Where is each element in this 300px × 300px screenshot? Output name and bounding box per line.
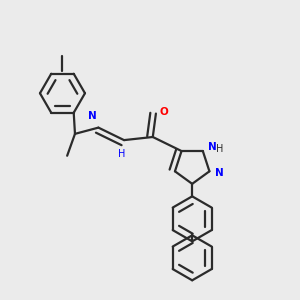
Text: N: N: [88, 111, 97, 121]
Text: H: H: [216, 145, 223, 154]
Text: O: O: [160, 107, 168, 117]
Text: H: H: [118, 149, 125, 160]
Text: N: N: [208, 142, 217, 152]
Text: N: N: [215, 168, 224, 178]
